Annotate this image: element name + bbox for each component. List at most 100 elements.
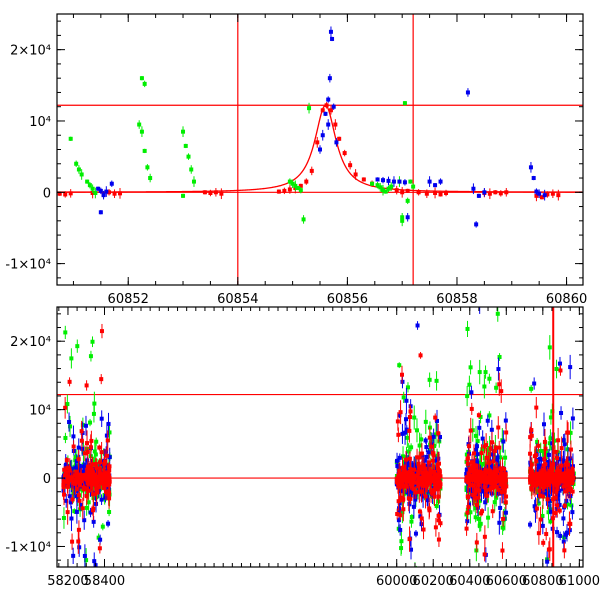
red-season2-core-75 bbox=[409, 479, 414, 484]
red-season1-point-87 bbox=[65, 484, 70, 489]
green-point-6 bbox=[90, 186, 95, 191]
blue-season2-point-13 bbox=[404, 427, 409, 432]
red-season2-point-45 bbox=[396, 499, 401, 504]
green-season4-point-107 bbox=[548, 436, 553, 441]
blue-point-32 bbox=[531, 176, 536, 181]
red-point-2 bbox=[68, 191, 73, 196]
red-season3-core-60 bbox=[495, 469, 500, 474]
red-season3-point-12 bbox=[464, 526, 469, 531]
red-season2-core-85 bbox=[402, 477, 407, 482]
red-season2-point-47 bbox=[436, 518, 441, 523]
red-season3-point-82 bbox=[504, 484, 509, 489]
green-season2-point-0 bbox=[405, 385, 410, 390]
green-point-30 bbox=[378, 185, 383, 190]
green-point-41 bbox=[411, 184, 416, 189]
red-season2-point-48 bbox=[432, 469, 437, 474]
xtick-label-1: 60854 bbox=[217, 292, 258, 307]
blue-season3-point-105 bbox=[480, 436, 485, 441]
red-season3-core-55 bbox=[482, 476, 487, 481]
red-season4-point-69 bbox=[529, 428, 534, 433]
green-season1-point-29 bbox=[86, 500, 91, 505]
red-season3-core-65 bbox=[485, 475, 490, 480]
red-season1-core-75 bbox=[73, 473, 78, 478]
red-season3-core-87 bbox=[482, 473, 487, 478]
blue-season4-point-18 bbox=[559, 410, 564, 415]
blue-season4-point-8 bbox=[562, 442, 567, 447]
red-season1-core-89 bbox=[106, 479, 111, 484]
red-season1-point-103 bbox=[85, 441, 90, 446]
blue-point-15 bbox=[326, 122, 331, 127]
blue-point-20 bbox=[397, 179, 402, 184]
green-point-12 bbox=[142, 148, 147, 153]
blue-point-17 bbox=[381, 178, 386, 183]
red-season3-point-43 bbox=[468, 483, 473, 488]
red-season3-point-96 bbox=[465, 456, 470, 461]
green-point-9 bbox=[142, 81, 147, 86]
red-season3-point-68 bbox=[497, 382, 502, 387]
red-season2-point-2 bbox=[413, 490, 418, 495]
xtick-label-0: 60852 bbox=[108, 292, 149, 307]
red-season1-point-55 bbox=[71, 480, 76, 485]
green-season3-point-35 bbox=[476, 516, 481, 521]
green-point-39 bbox=[400, 218, 405, 223]
blue-season4-point-93 bbox=[557, 488, 562, 493]
red-season3-point-39 bbox=[497, 445, 502, 450]
red-season1-point-88 bbox=[82, 485, 87, 490]
blue-point-12 bbox=[330, 36, 335, 41]
green-season1-point-125 bbox=[92, 449, 97, 454]
red-season3-point-84 bbox=[476, 495, 481, 500]
green-season4-point-122 bbox=[569, 503, 574, 508]
red-season4-core-77 bbox=[528, 470, 533, 475]
green-season1-point-110 bbox=[92, 401, 97, 406]
red-season2-core-84 bbox=[419, 475, 424, 480]
green-season3-point-115 bbox=[485, 448, 490, 453]
red-season3-point-16 bbox=[480, 509, 485, 514]
red-season2-point-33 bbox=[436, 494, 441, 499]
red-season2-core-50 bbox=[432, 478, 437, 483]
red-season3-core-30 bbox=[470, 467, 475, 472]
blue-season2-point-97 bbox=[418, 514, 423, 519]
red-season1-core-58 bbox=[88, 480, 93, 485]
blue-season1-point-41 bbox=[74, 494, 79, 499]
red-season2-point-107 bbox=[427, 435, 432, 440]
blue-point-0 bbox=[96, 186, 101, 191]
red-season1-point-51 bbox=[104, 453, 109, 458]
red-season1-point-102 bbox=[67, 468, 72, 473]
red-season3-point-103 bbox=[482, 534, 487, 539]
green-point-28 bbox=[370, 181, 375, 186]
red-season4-point-82 bbox=[559, 463, 564, 468]
green-season4-point-25 bbox=[548, 519, 553, 524]
red-season2-point-4 bbox=[429, 490, 434, 495]
red-season3-point-107 bbox=[484, 443, 489, 448]
red-season4-point-15 bbox=[562, 503, 567, 508]
red-point-28 bbox=[361, 177, 366, 182]
ytick-label-2: 10⁴ bbox=[29, 115, 51, 130]
blue-season1-point-29 bbox=[98, 537, 103, 542]
red-season3-point-55 bbox=[467, 444, 472, 449]
blue-point-6 bbox=[318, 147, 322, 152]
red-season4-core-85 bbox=[565, 478, 570, 483]
green-season2-point-49 bbox=[434, 504, 439, 509]
green-point-0 bbox=[68, 136, 73, 141]
green-season3-point-9 bbox=[468, 510, 473, 515]
red-season2-core-82 bbox=[437, 479, 442, 484]
blue-season1-point-32 bbox=[74, 509, 79, 514]
red-season4-point-109 bbox=[534, 459, 539, 464]
red-season3-point-87 bbox=[500, 548, 505, 553]
red-season1-core-63 bbox=[88, 477, 93, 482]
red-season2-core-56 bbox=[424, 475, 429, 480]
red-season2-point-70 bbox=[431, 451, 436, 456]
red-season4-core-75 bbox=[561, 472, 566, 477]
blue-season3-point-91 bbox=[495, 455, 500, 460]
red-season1-point-22 bbox=[76, 527, 81, 532]
green-season3-point-14 bbox=[482, 384, 487, 389]
red-season2-point-120 bbox=[419, 451, 424, 456]
ytick-label-2: 10⁴ bbox=[29, 404, 51, 419]
red-season4-point-2 bbox=[557, 508, 562, 513]
red-season1-point-114 bbox=[103, 489, 108, 494]
blue-season2-point-125 bbox=[395, 463, 400, 468]
red-season3-core-66 bbox=[501, 467, 506, 472]
blue-season4-point-39 bbox=[544, 465, 549, 470]
red-season3-point-114 bbox=[468, 466, 473, 471]
